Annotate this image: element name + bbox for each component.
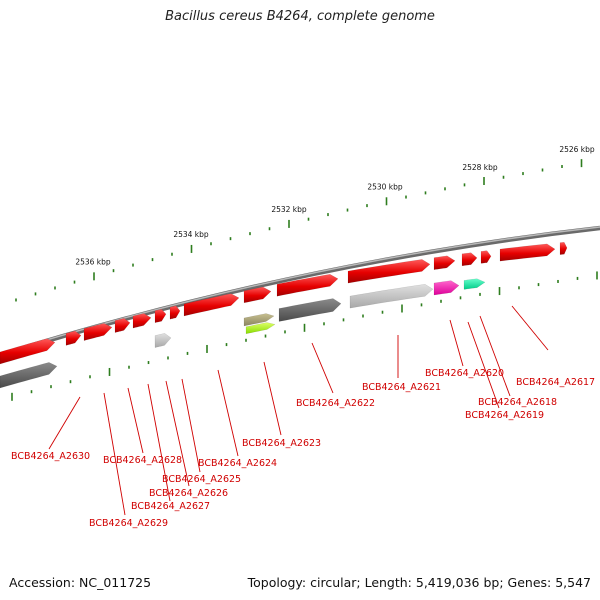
scale-label: 2536 kbp <box>75 258 111 267</box>
scale-label: 2530 kbp <box>367 183 403 192</box>
gene-label: BCB4264_A2630 <box>11 451 90 462</box>
gene-feature <box>433 280 460 296</box>
gene-label: BCB4264_A2617 <box>516 377 595 388</box>
gene-feature <box>559 241 568 255</box>
label-leader-line <box>263 361 282 436</box>
gene-label: BCB4264_A2623 <box>242 438 321 449</box>
gene-labels: BCB4264_A2617 BCB4264_A2618 BCB4264_A2619 B… <box>11 368 595 529</box>
gene-label: BCB4264_A2626 <box>149 488 228 499</box>
gene-label: BCB4264_A2620 <box>425 368 504 379</box>
label-leader-line <box>467 321 500 409</box>
gene-feature <box>347 259 431 284</box>
gene-feature <box>0 338 56 365</box>
gene-feature <box>243 286 272 304</box>
gene-label: BCB4264_A2629 <box>89 518 168 529</box>
inner-ticks <box>11 271 598 401</box>
gene-feature <box>154 333 172 348</box>
gene-label: BCB4264_A2621 <box>362 382 441 393</box>
label-leader-line <box>311 342 334 394</box>
gene-label: BCB4264_A2618 <box>478 397 557 408</box>
label-leader-line <box>511 305 549 351</box>
label-leader-line <box>48 396 81 450</box>
label-leader-line <box>479 315 511 397</box>
gene-label: BCB4264_A2624 <box>198 458 277 469</box>
scale-ticks <box>15 159 583 302</box>
gene-feature <box>65 330 82 346</box>
label-leader-line <box>147 383 171 502</box>
gene-feature <box>83 323 113 341</box>
scale-labels: 2526 kbp 2528 kbp 2530 kbp 2532 kbp 2534 kbp… <box>75 145 595 267</box>
gene-feature <box>349 284 434 309</box>
gene-feature <box>243 313 275 327</box>
label-leader-line <box>217 369 239 457</box>
gene-feature <box>461 252 478 267</box>
label-leader-line <box>127 387 144 454</box>
gene-feature <box>276 274 339 297</box>
gene-features <box>0 241 568 389</box>
scale-label: 2528 kbp <box>462 163 498 172</box>
gene-label: BCB4264_A2619 <box>465 410 544 421</box>
label-leader-line <box>103 392 126 516</box>
gene-feature <box>154 308 167 324</box>
label-leaders <box>48 305 549 516</box>
label-leader-line <box>165 380 190 487</box>
label-leader-line <box>181 378 201 473</box>
gene-label: BCB4264_A2622 <box>296 398 375 409</box>
gene-feature <box>169 305 181 320</box>
scale-label: 2534 kbp <box>173 230 209 239</box>
gene-feature <box>0 362 58 389</box>
label-leader-line <box>449 319 464 367</box>
gene-feature <box>433 255 456 271</box>
gene-feature <box>480 250 492 264</box>
gene-label: BCB4264_A2627 <box>131 501 210 512</box>
accession-text: Accession: NC_011725 <box>9 575 152 590</box>
scale-label: 2526 kbp <box>559 145 595 154</box>
genome-summary: Topology: circular; Length: 5,419,036 bp… <box>247 575 591 590</box>
gene-label: BCB4264_A2625 <box>162 474 241 485</box>
map-title: Bacillus cereus B4264, complete genome <box>165 9 435 24</box>
gene-label: BCB4264_A2628 <box>103 455 182 466</box>
gene-feature <box>114 318 131 333</box>
gene-feature <box>245 322 276 335</box>
gene-feature <box>463 278 486 290</box>
gene-feature <box>132 313 152 329</box>
gene-feature <box>183 293 240 317</box>
gene-feature <box>499 243 556 262</box>
scale-label: 2532 kbp <box>271 205 307 214</box>
gene-feature <box>278 298 342 322</box>
